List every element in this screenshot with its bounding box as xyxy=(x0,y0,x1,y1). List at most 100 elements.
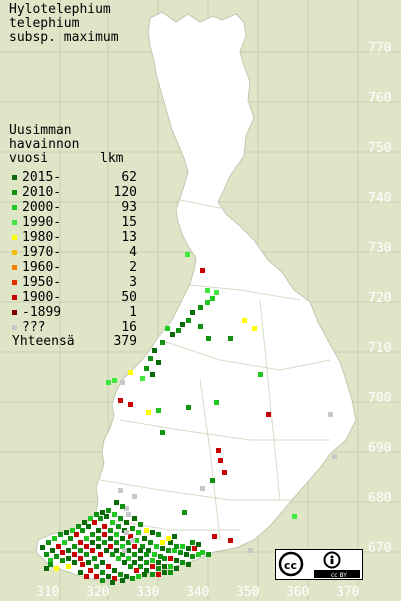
y-tick-label: 750 xyxy=(368,141,392,156)
legend-row-count: 16 xyxy=(121,320,137,335)
observation-square xyxy=(142,572,147,577)
x-tick-label: 330 xyxy=(136,585,160,600)
observation-square xyxy=(228,538,233,543)
observation-square xyxy=(104,514,109,519)
observation-square xyxy=(90,532,95,537)
observation-square xyxy=(98,516,103,521)
observation-square xyxy=(108,544,113,549)
y-tick-label: 690 xyxy=(368,441,392,456)
observation-square xyxy=(78,540,83,545)
observation-square xyxy=(156,560,161,565)
observation-square xyxy=(80,528,85,533)
observation-square xyxy=(266,412,271,417)
observation-square xyxy=(114,500,119,505)
y-tick-label: 710 xyxy=(368,341,392,356)
observation-square xyxy=(158,554,163,559)
observation-square xyxy=(196,542,201,547)
observation-square xyxy=(66,564,71,569)
observation-square xyxy=(214,290,219,295)
legend-row-label: ??? xyxy=(22,320,46,335)
observation-square xyxy=(52,536,57,541)
legend-row-count: 4 xyxy=(129,245,137,260)
observation-square xyxy=(48,562,53,567)
observation-square xyxy=(210,296,215,301)
observation-square xyxy=(118,516,123,521)
observation-square xyxy=(132,544,137,549)
legend-row-label: 1960- xyxy=(22,260,62,275)
observation-square xyxy=(128,370,133,375)
observation-square xyxy=(78,556,83,561)
observation-square xyxy=(96,536,101,541)
observation-square xyxy=(138,548,143,553)
legend-col-count: lkm xyxy=(100,151,124,166)
observation-square xyxy=(156,408,161,413)
x-tick-label: 320 xyxy=(86,585,110,600)
legend-row-label: 1970- xyxy=(22,245,62,260)
observation-square xyxy=(102,532,107,537)
observation-square xyxy=(110,552,115,557)
observation-square xyxy=(214,400,219,405)
observation-square xyxy=(130,526,135,531)
observation-square xyxy=(120,578,125,583)
observation-square xyxy=(138,564,143,569)
observation-square xyxy=(120,380,125,385)
observation-square xyxy=(218,458,223,463)
observation-square xyxy=(216,448,221,453)
observation-square xyxy=(168,540,173,545)
observation-square xyxy=(110,520,115,525)
legend-swatch xyxy=(12,175,17,180)
observation-square xyxy=(124,520,129,525)
observation-square xyxy=(130,538,135,543)
observation-square xyxy=(128,564,133,569)
observation-square xyxy=(156,532,161,537)
observation-square xyxy=(160,340,165,345)
observation-square xyxy=(174,558,179,563)
observation-square xyxy=(54,566,59,571)
observation-square xyxy=(196,552,201,557)
svg-text:cc: cc xyxy=(284,559,297,572)
observation-square xyxy=(156,572,161,577)
observation-square xyxy=(68,536,73,541)
observation-square xyxy=(118,572,123,577)
observation-square xyxy=(166,548,171,553)
observation-square xyxy=(124,506,129,511)
observation-square xyxy=(168,564,173,569)
observation-square xyxy=(144,552,149,557)
observation-square xyxy=(84,552,89,557)
observation-square xyxy=(92,520,97,525)
species-title-line2: telephium xyxy=(9,16,80,31)
observation-square xyxy=(112,378,117,383)
cc-by-license-badge: cc cc BY xyxy=(275,549,363,580)
observation-square xyxy=(126,556,131,561)
observation-square xyxy=(144,366,149,371)
legend-row-label: 1950- xyxy=(22,275,62,290)
observation-square xyxy=(92,556,97,561)
y-tick-label: 760 xyxy=(368,91,392,106)
observation-square xyxy=(146,548,151,553)
observation-square xyxy=(252,326,257,331)
observation-square xyxy=(80,562,85,567)
observation-square xyxy=(116,524,121,529)
legend-row-label: 2010- xyxy=(22,185,62,200)
observation-square xyxy=(142,536,147,541)
observation-square xyxy=(154,544,159,549)
observation-square xyxy=(172,548,177,553)
observation-square xyxy=(78,570,83,575)
region-borders xyxy=(99,199,331,541)
observation-square xyxy=(72,552,77,557)
observation-square xyxy=(180,322,185,327)
x-tick-label: 360 xyxy=(286,585,310,600)
observation-square xyxy=(90,548,95,553)
observation-square xyxy=(166,536,171,541)
observation-square xyxy=(258,372,263,377)
legend-row-count: 1 xyxy=(129,305,137,320)
observation-square xyxy=(66,548,71,553)
y-tick-label: 730 xyxy=(368,241,392,256)
observation-square xyxy=(102,524,107,529)
observation-square xyxy=(136,574,141,579)
observation-square xyxy=(332,454,337,459)
observation-square xyxy=(132,516,137,521)
observation-square xyxy=(138,522,143,527)
observation-square xyxy=(56,544,61,549)
